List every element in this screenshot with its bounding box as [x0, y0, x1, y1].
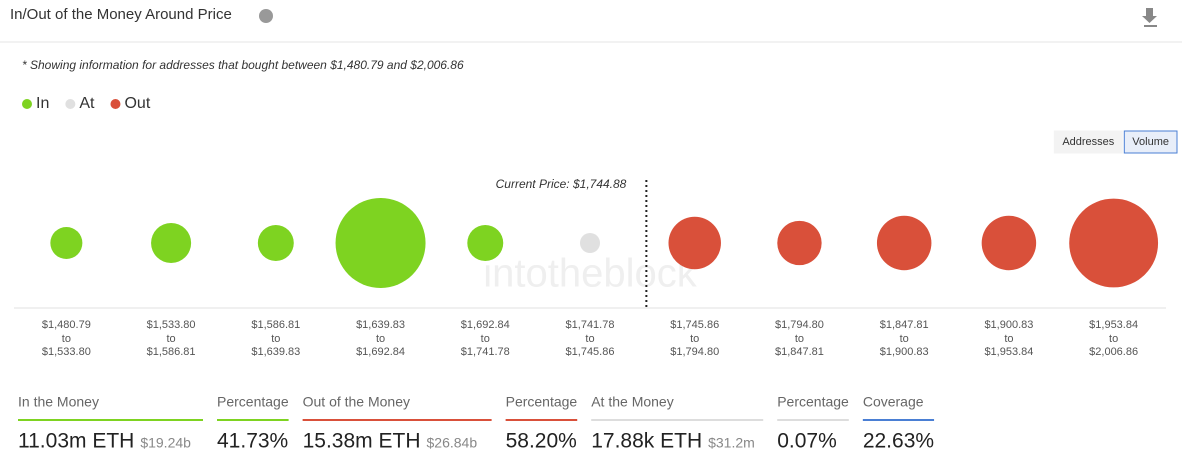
- stat-label: Out of the Money: [303, 394, 410, 410]
- bubble: [50, 226, 83, 260]
- range-joiner: to: [271, 333, 280, 345]
- stat-secondary: $19.24b: [140, 435, 191, 451]
- toggle-label[interactable]: Volume: [1132, 136, 1169, 148]
- range-from: $1,692.84: [461, 319, 510, 331]
- stat-value: 41.73%: [217, 430, 288, 453]
- stat-label: Percentage: [777, 394, 849, 410]
- bubble: [876, 215, 932, 271]
- bubble: [257, 225, 294, 261]
- stat-value: 11.03m ETH: [18, 430, 134, 453]
- range-from: $1,480.79: [42, 319, 91, 331]
- stat-secondary: $26.84b: [427, 435, 478, 451]
- download-icon[interactable]: [1142, 8, 1157, 27]
- legend-label: Out: [124, 95, 150, 112]
- range-to: $1,953.84: [984, 346, 1033, 358]
- help-icon[interactable]: [259, 9, 273, 23]
- range-from: $1,794.80: [775, 319, 824, 331]
- stat-value: 22.63%: [863, 430, 934, 453]
- bubble: [777, 220, 822, 266]
- stat-value: 17.88k ETH: [591, 430, 702, 453]
- range-to: $1,794.80: [670, 346, 719, 358]
- range-joiner: to: [376, 333, 385, 345]
- range-joiner: to: [900, 333, 909, 345]
- range-to: $1,900.83: [880, 346, 929, 358]
- bubble: [335, 198, 426, 288]
- note: * Showing information for addresses that…: [22, 58, 464, 72]
- toggle-button[interactable]: [1053, 130, 1123, 154]
- range-from: $1,745.86: [670, 319, 719, 331]
- range-joiner: to: [585, 333, 594, 345]
- stat-secondary: $31.2m: [708, 435, 755, 451]
- range-joiner: to: [1109, 333, 1118, 345]
- range-to: $1,745.86: [566, 346, 615, 358]
- range-to: $1,741.78: [461, 346, 510, 358]
- legend-label: At: [79, 95, 95, 112]
- range-joiner: to: [166, 333, 175, 345]
- range-joiner: to: [795, 333, 804, 345]
- legend-marker: [22, 99, 32, 109]
- stat-value: 15.38m ETH: [303, 430, 421, 453]
- bubble: [1069, 198, 1159, 288]
- range-from: $1,900.83: [984, 319, 1033, 331]
- stat-label: At the Money: [591, 394, 674, 410]
- range-joiner: to: [690, 333, 699, 345]
- range-joiner: to: [481, 333, 490, 345]
- range-from: $1,586.81: [251, 319, 300, 331]
- stat-value: 58.20%: [506, 430, 577, 453]
- stat-label: Percentage: [217, 394, 289, 410]
- range-from: $1,847.81: [880, 319, 929, 331]
- current-price-label: Current Price: $1,744.88: [496, 177, 627, 191]
- range-joiner: to: [1004, 333, 1013, 345]
- range-joiner: to: [62, 333, 71, 345]
- range-to: $1,533.80: [42, 346, 91, 358]
- bubble: [580, 233, 600, 253]
- range-to: $1,692.84: [356, 346, 405, 358]
- bubble: [467, 225, 504, 261]
- range-to: $2,006.86: [1089, 346, 1138, 358]
- legend-label: In: [36, 95, 49, 112]
- chart-title: In/Out of the Money Around Price: [10, 6, 232, 23]
- range-to: $1,847.81: [775, 346, 824, 358]
- stat-label: Coverage: [863, 394, 924, 410]
- legend-marker: [110, 99, 121, 109]
- stat-label: In the Money: [18, 394, 99, 410]
- range-from: $1,953.84: [1089, 319, 1138, 331]
- bubble: [151, 222, 192, 264]
- bubble: [668, 216, 721, 270]
- watermark: intotheblock: [483, 252, 697, 296]
- stat-label: Percentage: [506, 394, 578, 410]
- bubble: [981, 215, 1037, 271]
- toggle-button[interactable]: [1123, 130, 1178, 154]
- toggle-label[interactable]: Addresses: [1062, 136, 1114, 148]
- stat-value: 0.07%: [777, 430, 837, 453]
- range-to: $1,586.81: [147, 346, 196, 358]
- range-from: $1,639.83: [356, 319, 405, 331]
- range-from: $1,741.78: [566, 319, 615, 331]
- legend-marker: [65, 99, 76, 109]
- range-from: $1,533.80: [147, 319, 196, 331]
- range-to: $1,639.83: [251, 346, 300, 358]
